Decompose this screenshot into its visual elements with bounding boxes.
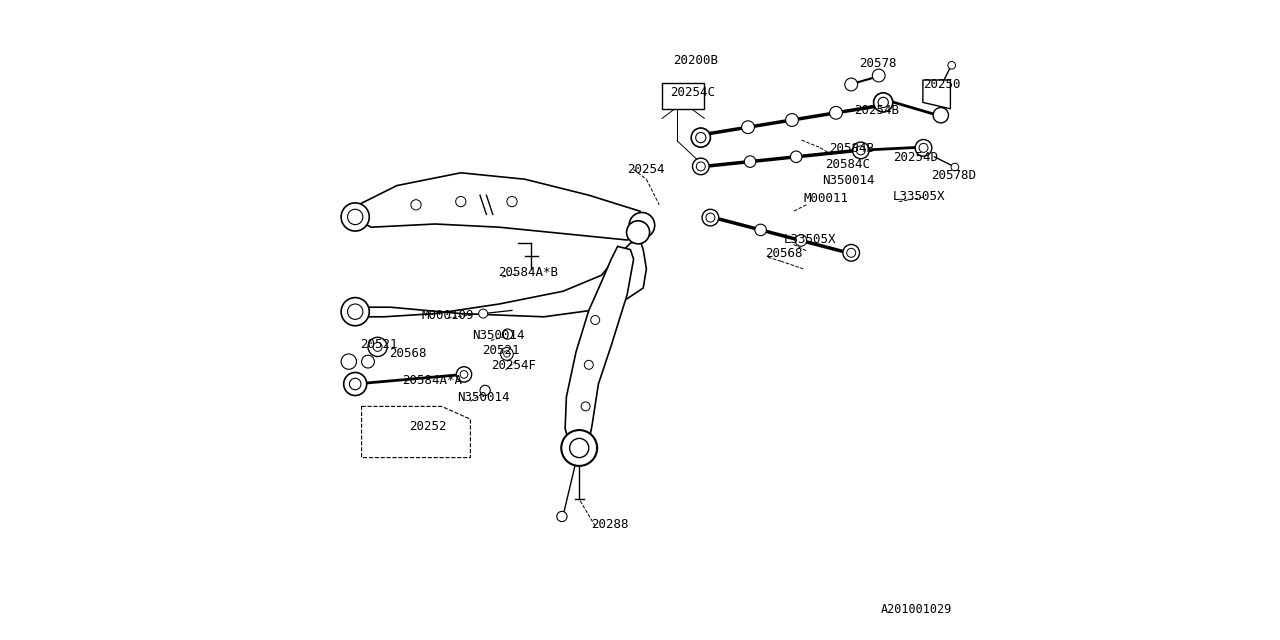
Circle shape (846, 248, 855, 257)
Text: 20584A*A: 20584A*A (402, 374, 462, 387)
Polygon shape (358, 240, 646, 317)
Circle shape (562, 430, 596, 466)
Circle shape (340, 298, 369, 326)
Circle shape (581, 402, 590, 411)
Text: N350014: N350014 (472, 329, 525, 342)
Text: 20254C: 20254C (671, 86, 716, 99)
Circle shape (369, 337, 388, 356)
Circle shape (457, 367, 472, 382)
Text: 20578D: 20578D (932, 169, 977, 182)
Text: 20252: 20252 (410, 420, 447, 433)
Circle shape (456, 196, 466, 207)
Text: 20521: 20521 (360, 337, 397, 351)
Text: 20584B: 20584B (829, 142, 874, 156)
Circle shape (947, 61, 955, 69)
Text: L33505X: L33505X (783, 233, 837, 246)
Circle shape (348, 209, 364, 225)
Circle shape (557, 511, 567, 522)
Circle shape (755, 224, 767, 236)
Circle shape (845, 78, 858, 91)
Circle shape (933, 108, 948, 123)
Circle shape (842, 244, 860, 261)
Circle shape (692, 158, 709, 175)
Circle shape (584, 360, 594, 369)
Circle shape (829, 106, 842, 119)
Circle shape (507, 196, 517, 207)
Text: L33505X: L33505X (893, 189, 946, 203)
Circle shape (348, 304, 364, 319)
Circle shape (411, 200, 421, 210)
Circle shape (878, 97, 888, 108)
Circle shape (691, 128, 710, 147)
Text: 20288: 20288 (591, 518, 628, 531)
Circle shape (873, 93, 893, 112)
Circle shape (795, 235, 806, 246)
Polygon shape (566, 246, 634, 456)
Text: 20254D: 20254D (893, 151, 938, 164)
Circle shape (951, 163, 959, 171)
Circle shape (500, 348, 513, 360)
Circle shape (340, 354, 356, 369)
Polygon shape (923, 80, 950, 109)
Circle shape (701, 209, 719, 226)
Circle shape (873, 69, 886, 82)
Circle shape (570, 438, 589, 458)
Circle shape (630, 212, 655, 238)
Circle shape (696, 162, 705, 171)
Circle shape (343, 372, 367, 396)
Circle shape (915, 140, 932, 156)
Text: 20254F: 20254F (492, 359, 536, 372)
Circle shape (362, 355, 374, 368)
Circle shape (852, 142, 869, 159)
Circle shape (461, 371, 468, 378)
Text: 20584A*B: 20584A*B (498, 266, 558, 280)
Circle shape (856, 146, 865, 155)
Circle shape (349, 378, 361, 390)
Circle shape (340, 203, 369, 231)
Circle shape (741, 121, 754, 134)
Text: 20200B: 20200B (673, 54, 718, 67)
Text: M000109: M000109 (421, 308, 474, 322)
Circle shape (745, 156, 755, 167)
Text: N350014: N350014 (458, 391, 511, 404)
Circle shape (696, 132, 707, 143)
Text: M00011: M00011 (804, 191, 849, 205)
Text: A201001029: A201001029 (881, 603, 952, 616)
Text: 20254: 20254 (627, 163, 664, 176)
Circle shape (479, 309, 488, 318)
Circle shape (791, 151, 801, 163)
Circle shape (627, 221, 649, 244)
Text: N350014: N350014 (823, 174, 876, 188)
Bar (663, 83, 704, 109)
Text: 20254B: 20254B (855, 104, 900, 117)
Text: 20568: 20568 (389, 347, 426, 360)
Text: 20584C: 20584C (826, 157, 870, 171)
Polygon shape (358, 173, 646, 240)
Circle shape (786, 114, 799, 127)
Circle shape (919, 143, 928, 152)
Text: 20578: 20578 (860, 57, 897, 70)
Text: 20568: 20568 (765, 247, 803, 260)
Circle shape (502, 329, 512, 339)
Text: 20250: 20250 (923, 78, 960, 92)
Circle shape (504, 351, 509, 357)
Text: 20521: 20521 (483, 344, 520, 357)
Circle shape (707, 213, 714, 222)
Circle shape (374, 342, 383, 351)
Circle shape (591, 316, 600, 324)
Circle shape (480, 385, 490, 396)
